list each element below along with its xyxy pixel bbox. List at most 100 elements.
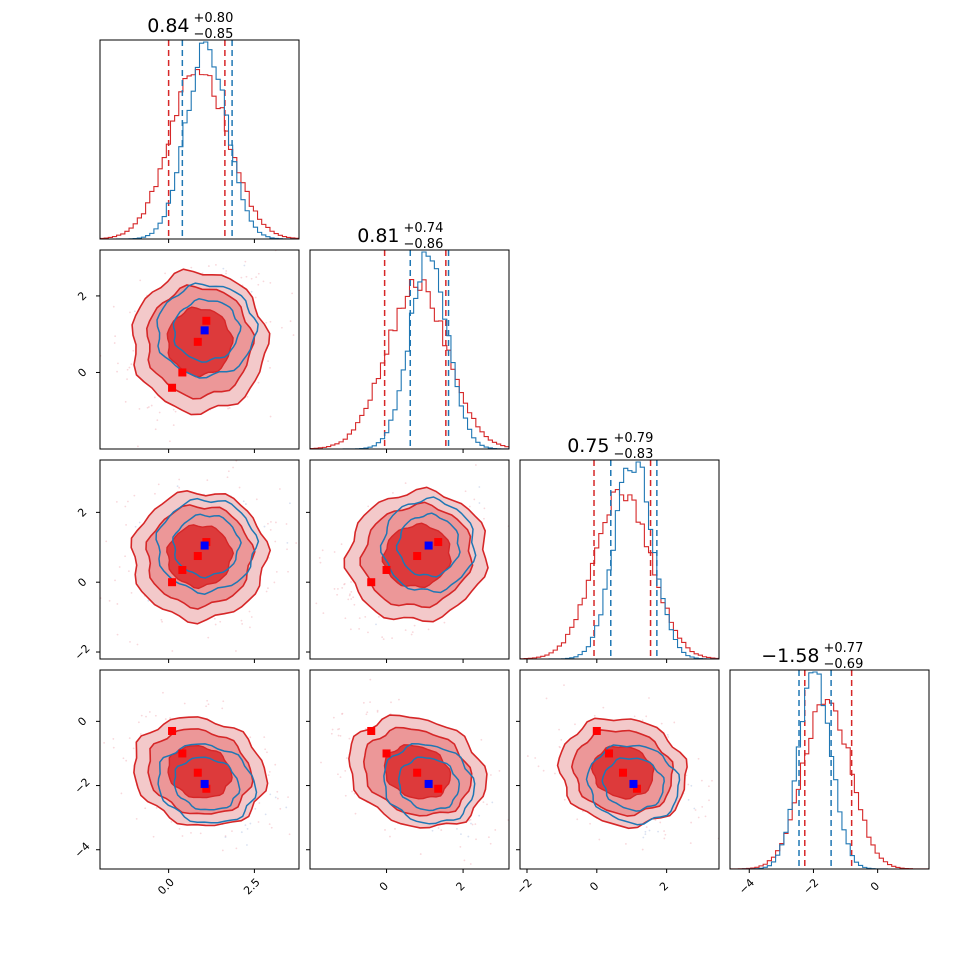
sample-point — [644, 833, 647, 836]
sample-point — [285, 806, 288, 809]
sample-point — [459, 845, 462, 848]
sample-point — [138, 407, 141, 410]
sample-point — [375, 623, 377, 626]
sample-point — [161, 620, 163, 623]
sample-point — [350, 590, 353, 593]
sample-point — [545, 697, 548, 700]
sample-point — [563, 684, 565, 687]
sample-point — [172, 424, 175, 426]
sample-point — [250, 277, 253, 280]
sample-point — [263, 736, 266, 739]
sample-point — [267, 774, 270, 777]
x-tick-label-2-2: 2 — [657, 879, 671, 893]
panel-frame-0-0 — [99, 39, 300, 240]
sample-point — [128, 737, 131, 740]
marker-red-2 — [193, 768, 202, 777]
marker-red-1 — [178, 749, 187, 758]
y-tick-label-2-1: 0 — [75, 575, 89, 589]
panel-frame-3-1 — [309, 669, 510, 870]
sample-point — [288, 833, 291, 836]
sample-point — [480, 738, 483, 741]
sample-point — [162, 691, 164, 694]
sample-point — [116, 633, 119, 636]
sample-point — [708, 785, 710, 788]
sample-point — [174, 410, 177, 413]
sample-point — [344, 794, 347, 797]
sample-point — [214, 623, 217, 626]
sample-point — [273, 581, 276, 584]
sample-point — [133, 310, 136, 313]
sample-point — [289, 320, 292, 323]
sample-point — [411, 631, 414, 633]
sample-point — [207, 636, 210, 639]
sample-point — [489, 842, 492, 845]
sample-point — [490, 774, 492, 776]
x-tick-label-3-1: −2 — [801, 876, 822, 897]
sample-point — [413, 624, 416, 627]
sample-point — [437, 827, 440, 829]
sample-point — [443, 621, 446, 624]
sample-point — [700, 779, 703, 782]
sample-point — [234, 237, 236, 239]
sample-point — [369, 701, 371, 704]
sample-point — [659, 821, 662, 824]
sample-point — [354, 812, 357, 815]
sample-point — [235, 650, 237, 652]
sample-point — [249, 626, 251, 629]
sample-point — [113, 342, 116, 344]
sample-point — [292, 334, 295, 336]
sample-point — [268, 823, 271, 826]
sample-point — [648, 697, 650, 699]
sample-point — [269, 793, 272, 796]
sample-point — [593, 714, 596, 717]
sample-point — [201, 272, 204, 275]
marker-red-2 — [413, 552, 422, 561]
sample-point — [264, 748, 267, 751]
sample-point — [258, 802, 261, 804]
sample-point — [134, 525, 137, 528]
marker-red-2 — [193, 552, 202, 561]
sample-point — [232, 466, 234, 469]
panel-2-0 — [100, 460, 298, 652]
sample-point — [267, 522, 269, 525]
sample-point — [501, 722, 503, 724]
sample-point — [238, 486, 241, 489]
sample-point — [257, 381, 260, 384]
sample-point — [478, 814, 481, 817]
sample-point — [337, 773, 339, 776]
sample-point — [358, 628, 361, 630]
marker-red-0 — [168, 726, 177, 735]
sample-point — [353, 603, 356, 606]
marker-blue-0 — [424, 541, 433, 550]
histogram-2-series-1 — [520, 461, 719, 659]
sample-point — [114, 579, 116, 582]
sample-point — [349, 628, 352, 631]
sample-point — [206, 699, 209, 702]
sample-point — [112, 746, 115, 749]
sample-point — [351, 790, 353, 793]
contour-blue-inner-3-2 — [601, 757, 665, 812]
sample-point — [224, 836, 227, 839]
x-tick-label-1-1: 2 — [454, 879, 468, 893]
marker-red-0 — [592, 726, 601, 735]
sample-point — [694, 809, 697, 811]
sample-point — [246, 827, 249, 830]
sample-point — [398, 698, 400, 701]
sample-point — [136, 643, 139, 646]
sample-point — [667, 736, 670, 738]
sample-point — [352, 596, 355, 599]
sample-point — [257, 272, 260, 275]
panel-frame-2-0 — [99, 459, 300, 660]
sample-point — [154, 428, 157, 431]
sample-point — [563, 798, 566, 801]
sample-point — [207, 703, 210, 706]
sample-point — [558, 745, 561, 748]
sample-point — [154, 492, 156, 495]
sample-point — [227, 470, 230, 473]
sample-point — [265, 590, 268, 593]
sample-point — [231, 830, 233, 833]
sample-point — [350, 598, 353, 600]
sample-point — [235, 453, 237, 455]
sample-point — [213, 617, 216, 620]
